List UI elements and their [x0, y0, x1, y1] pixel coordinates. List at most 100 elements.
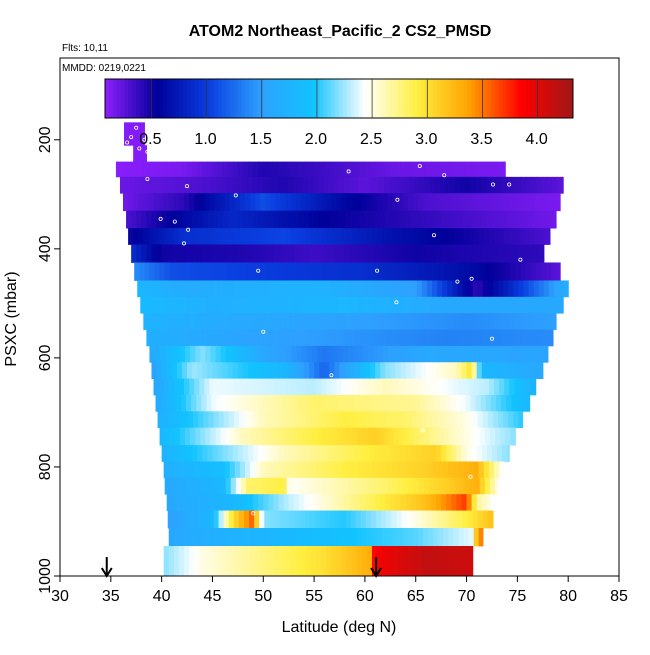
heatmap-cell	[164, 345, 171, 363]
heatmap-cell	[353, 394, 360, 412]
heatmap-cell	[279, 280, 286, 298]
heatmap-cell	[462, 280, 469, 298]
heatmap-cell	[400, 329, 407, 347]
heatmap-cell	[470, 296, 477, 314]
heatmap-cell	[453, 546, 460, 577]
heatmap-cell	[422, 461, 429, 479]
heatmap-cell	[171, 161, 178, 178]
heatmap-cell	[293, 329, 300, 347]
heatmap-cell	[487, 411, 494, 429]
heatmap-cell	[297, 296, 304, 314]
heatmap-cell	[447, 280, 453, 298]
heatmap-cell	[457, 411, 464, 429]
heatmap-cell	[243, 280, 250, 298]
heatmap-cell	[292, 394, 299, 412]
heatmap-cell	[455, 176, 462, 194]
heatmap-cell	[275, 528, 282, 547]
heatmap-cell	[456, 244, 463, 263]
heatmap-cell	[319, 210, 325, 229]
heatmap-cell	[268, 161, 275, 178]
heatmap-cell	[466, 329, 473, 347]
heatmap-cell	[190, 345, 196, 363]
heatmap-cell	[174, 262, 181, 281]
colorbar-segment	[206, 79, 211, 118]
heatmap-cell	[156, 329, 163, 347]
heatmap-cell	[440, 296, 446, 314]
colorbar-segment	[366, 79, 371, 118]
heatmap-cell	[455, 394, 462, 412]
heatmap-cell	[175, 394, 182, 412]
heatmap-cell	[511, 296, 517, 314]
heatmap-cell	[367, 427, 374, 446]
heatmap-cell	[436, 161, 442, 178]
heatmap-cell	[224, 461, 231, 479]
sample-point	[248, 421, 253, 426]
heatmap-cell	[413, 477, 420, 495]
heatmap-cell	[410, 210, 417, 229]
heatmap-cell	[461, 362, 468, 380]
colorbar-segment	[374, 79, 379, 118]
colorbar-segment	[569, 79, 574, 118]
heatmap-cell	[158, 378, 165, 396]
heatmap-cell	[528, 280, 535, 298]
heatmap-cell	[427, 528, 434, 547]
heatmap-cell	[383, 345, 389, 363]
colorbar-segment	[233, 79, 239, 118]
heatmap-cell	[173, 228, 180, 245]
heatmap-cell	[228, 510, 235, 529]
heatmap-cell	[333, 394, 340, 412]
heatmap-cell	[226, 394, 233, 412]
heatmap-cell	[480, 296, 487, 314]
heatmap-cell	[153, 228, 160, 245]
colorbar-segment	[385, 79, 391, 118]
heatmap-cell	[255, 378, 261, 396]
heatmap-cell	[323, 394, 329, 412]
heatmap-cell	[475, 394, 482, 412]
heatmap-cell	[255, 313, 261, 330]
heatmap-cell	[311, 528, 317, 547]
heatmap-cell	[518, 411, 524, 429]
heatmap-cell	[388, 345, 394, 363]
heatmap-cell	[402, 193, 409, 212]
heatmap-cell	[340, 510, 347, 529]
heatmap-cell	[448, 378, 454, 396]
heatmap-cell	[335, 280, 342, 298]
heatmap-cell	[344, 494, 351, 511]
heatmap-cell	[316, 528, 322, 547]
heatmap-cell	[513, 411, 519, 429]
heatmap-cell	[207, 362, 214, 380]
heatmap-cell	[316, 461, 322, 479]
heatmap-cell	[278, 494, 285, 511]
colorbar-segment	[253, 79, 258, 118]
heatmap-cell	[441, 362, 447, 380]
heatmap-cell	[541, 296, 548, 314]
heatmap-cell	[479, 262, 486, 281]
colorbar-segment	[194, 79, 200, 118]
heatmap-cell	[420, 329, 427, 347]
heatmap-cell	[317, 477, 323, 495]
heatmap-cell	[348, 296, 355, 314]
heatmap-cell	[232, 329, 239, 347]
heatmap-cell	[361, 193, 368, 212]
heatmap-cell	[166, 244, 173, 263]
heatmap-cell	[407, 378, 414, 396]
heatmap-cell	[462, 510, 469, 529]
heatmap-cell	[275, 193, 282, 212]
heatmap-cell	[456, 161, 463, 178]
heatmap-cell	[334, 445, 341, 462]
sample-point	[186, 227, 191, 232]
heatmap-cell	[450, 394, 456, 412]
heatmap-cell	[167, 411, 174, 429]
heatmap-cell	[296, 477, 303, 495]
heatmap-cell	[166, 494, 173, 511]
heatmap-cell	[457, 510, 464, 529]
heatmap-cell	[280, 461, 287, 479]
heatmap-cell	[225, 262, 232, 281]
heatmap-cell	[383, 477, 389, 495]
heatmap-cell	[461, 329, 468, 347]
heatmap-cell	[486, 210, 493, 229]
heatmap-cell	[207, 445, 214, 462]
heatmap-cell	[441, 445, 447, 462]
heatmap-cell	[237, 210, 244, 229]
heatmap-cell	[263, 494, 269, 511]
